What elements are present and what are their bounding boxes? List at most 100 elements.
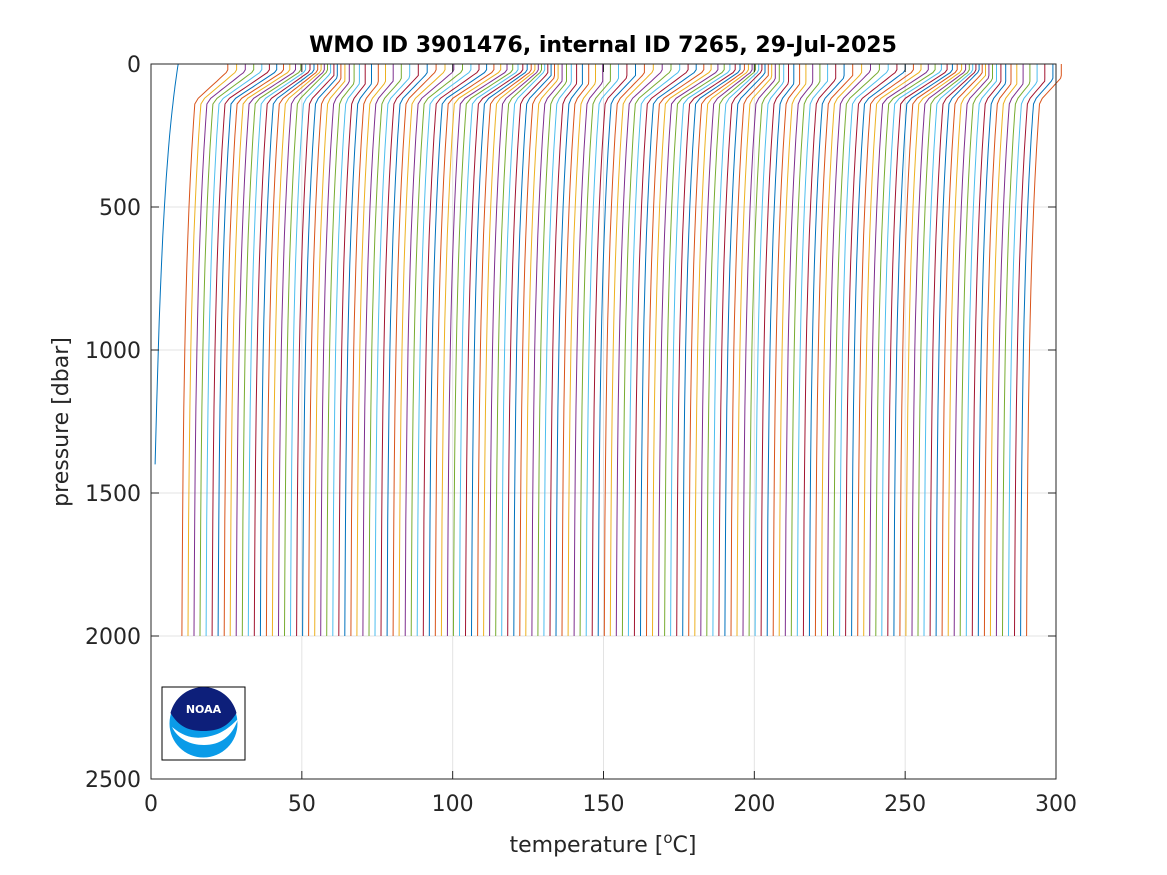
profile-line — [314, 64, 346, 637]
profile-line — [350, 64, 379, 637]
profile-line — [205, 64, 263, 637]
profile-line — [808, 64, 845, 637]
profile-line — [477, 64, 532, 637]
profile-line — [640, 64, 697, 637]
profile-line — [271, 64, 322, 637]
profile-line — [658, 64, 719, 637]
profile-line — [549, 64, 578, 637]
logo-upper-band — [170, 687, 237, 731]
profile-line — [573, 64, 604, 637]
profile-line — [579, 64, 611, 637]
profile-line — [597, 64, 636, 637]
profile-line — [525, 64, 559, 637]
profile-line — [235, 64, 296, 637]
profile-line — [308, 64, 342, 637]
profile-line — [422, 64, 480, 637]
profile-line — [929, 64, 977, 637]
profile-line — [941, 64, 983, 637]
profile-line — [247, 64, 307, 637]
x-tick-label: 250 — [884, 792, 926, 817]
profile-line — [410, 64, 463, 637]
x-axis-label-superscript: o — [663, 829, 672, 847]
profile-line — [452, 64, 514, 637]
x-axis-ticks: 0 50 100 150 200 250 300 — [144, 64, 1077, 817]
profile-line — [742, 64, 776, 637]
profile-line — [501, 64, 546, 637]
profile-line — [766, 64, 795, 637]
profile-line — [374, 64, 411, 637]
logo-wave — [172, 719, 238, 745]
profile-line — [682, 64, 741, 637]
profile-line — [603, 64, 645, 637]
y-tick-label: 1500 — [85, 482, 141, 507]
y-tick-label: 0 — [127, 53, 141, 78]
profile-line — [265, 64, 319, 637]
profile-line — [440, 64, 502, 637]
profile-line — [211, 64, 270, 637]
profile-line — [953, 64, 990, 637]
profile-line — [1020, 64, 1054, 637]
profile-line — [652, 64, 712, 637]
profile-line — [513, 64, 552, 637]
profile-line — [899, 64, 958, 637]
profile-line — [814, 64, 854, 637]
profile-line — [718, 64, 763, 637]
profile-line — [446, 64, 508, 637]
profile-line — [839, 64, 889, 637]
profile-line — [259, 64, 315, 637]
profile-line — [561, 64, 590, 637]
profile-line — [338, 64, 366, 637]
profile-line — [217, 64, 278, 637]
profile-line — [615, 64, 663, 637]
profile-line — [386, 64, 428, 637]
profile-line — [664, 64, 725, 637]
profile-line — [368, 64, 402, 637]
profile-line — [253, 64, 311, 637]
profile-line — [555, 64, 583, 637]
profile-line — [694, 64, 749, 637]
x-tick-label: 100 — [432, 792, 474, 817]
profile-line — [193, 64, 246, 637]
profile-line — [537, 64, 567, 637]
profile-lines — [154, 63, 1062, 637]
profile-line — [790, 64, 821, 637]
profile-line — [754, 64, 785, 637]
profile-line — [827, 64, 871, 637]
x-tick-label: 0 — [144, 792, 158, 817]
profile-line — [489, 64, 539, 637]
profile-line — [332, 64, 360, 637]
profile-line — [905, 64, 963, 637]
profile-line — [465, 64, 524, 637]
profile-line — [845, 64, 898, 637]
profile-line — [392, 64, 437, 637]
profile-line — [609, 64, 654, 637]
profile-line — [730, 64, 769, 637]
profile-line — [802, 64, 837, 637]
y-axis-label: pressure [dbar] — [49, 337, 74, 507]
profile-line — [495, 64, 542, 637]
profile-line — [627, 64, 681, 637]
profile-line — [1026, 64, 1062, 637]
profile-line — [923, 64, 974, 637]
profile-line — [760, 64, 789, 637]
profile-line — [887, 64, 948, 637]
x-tick-label: 150 — [583, 792, 625, 817]
profile-line — [507, 64, 549, 637]
profile-line — [326, 64, 355, 637]
profile-line — [983, 64, 1012, 637]
logo-text: NOAA — [186, 703, 222, 716]
profile-line — [863, 64, 922, 637]
profile-line — [543, 64, 572, 637]
profile-line — [917, 64, 970, 637]
profile-line — [320, 64, 350, 637]
y-tick-label: 2000 — [85, 625, 141, 650]
profile-line — [995, 64, 1024, 637]
profile-line — [428, 64, 488, 637]
profile-line — [344, 64, 372, 637]
profile-line — [881, 64, 942, 637]
y-tick-label: 500 — [99, 196, 141, 221]
profile-line — [700, 64, 753, 637]
chart-title: WMO ID 3901476, internal ID 7265, 29-Jul… — [309, 33, 897, 58]
profile-line — [947, 64, 986, 637]
profile-line — [796, 64, 829, 637]
